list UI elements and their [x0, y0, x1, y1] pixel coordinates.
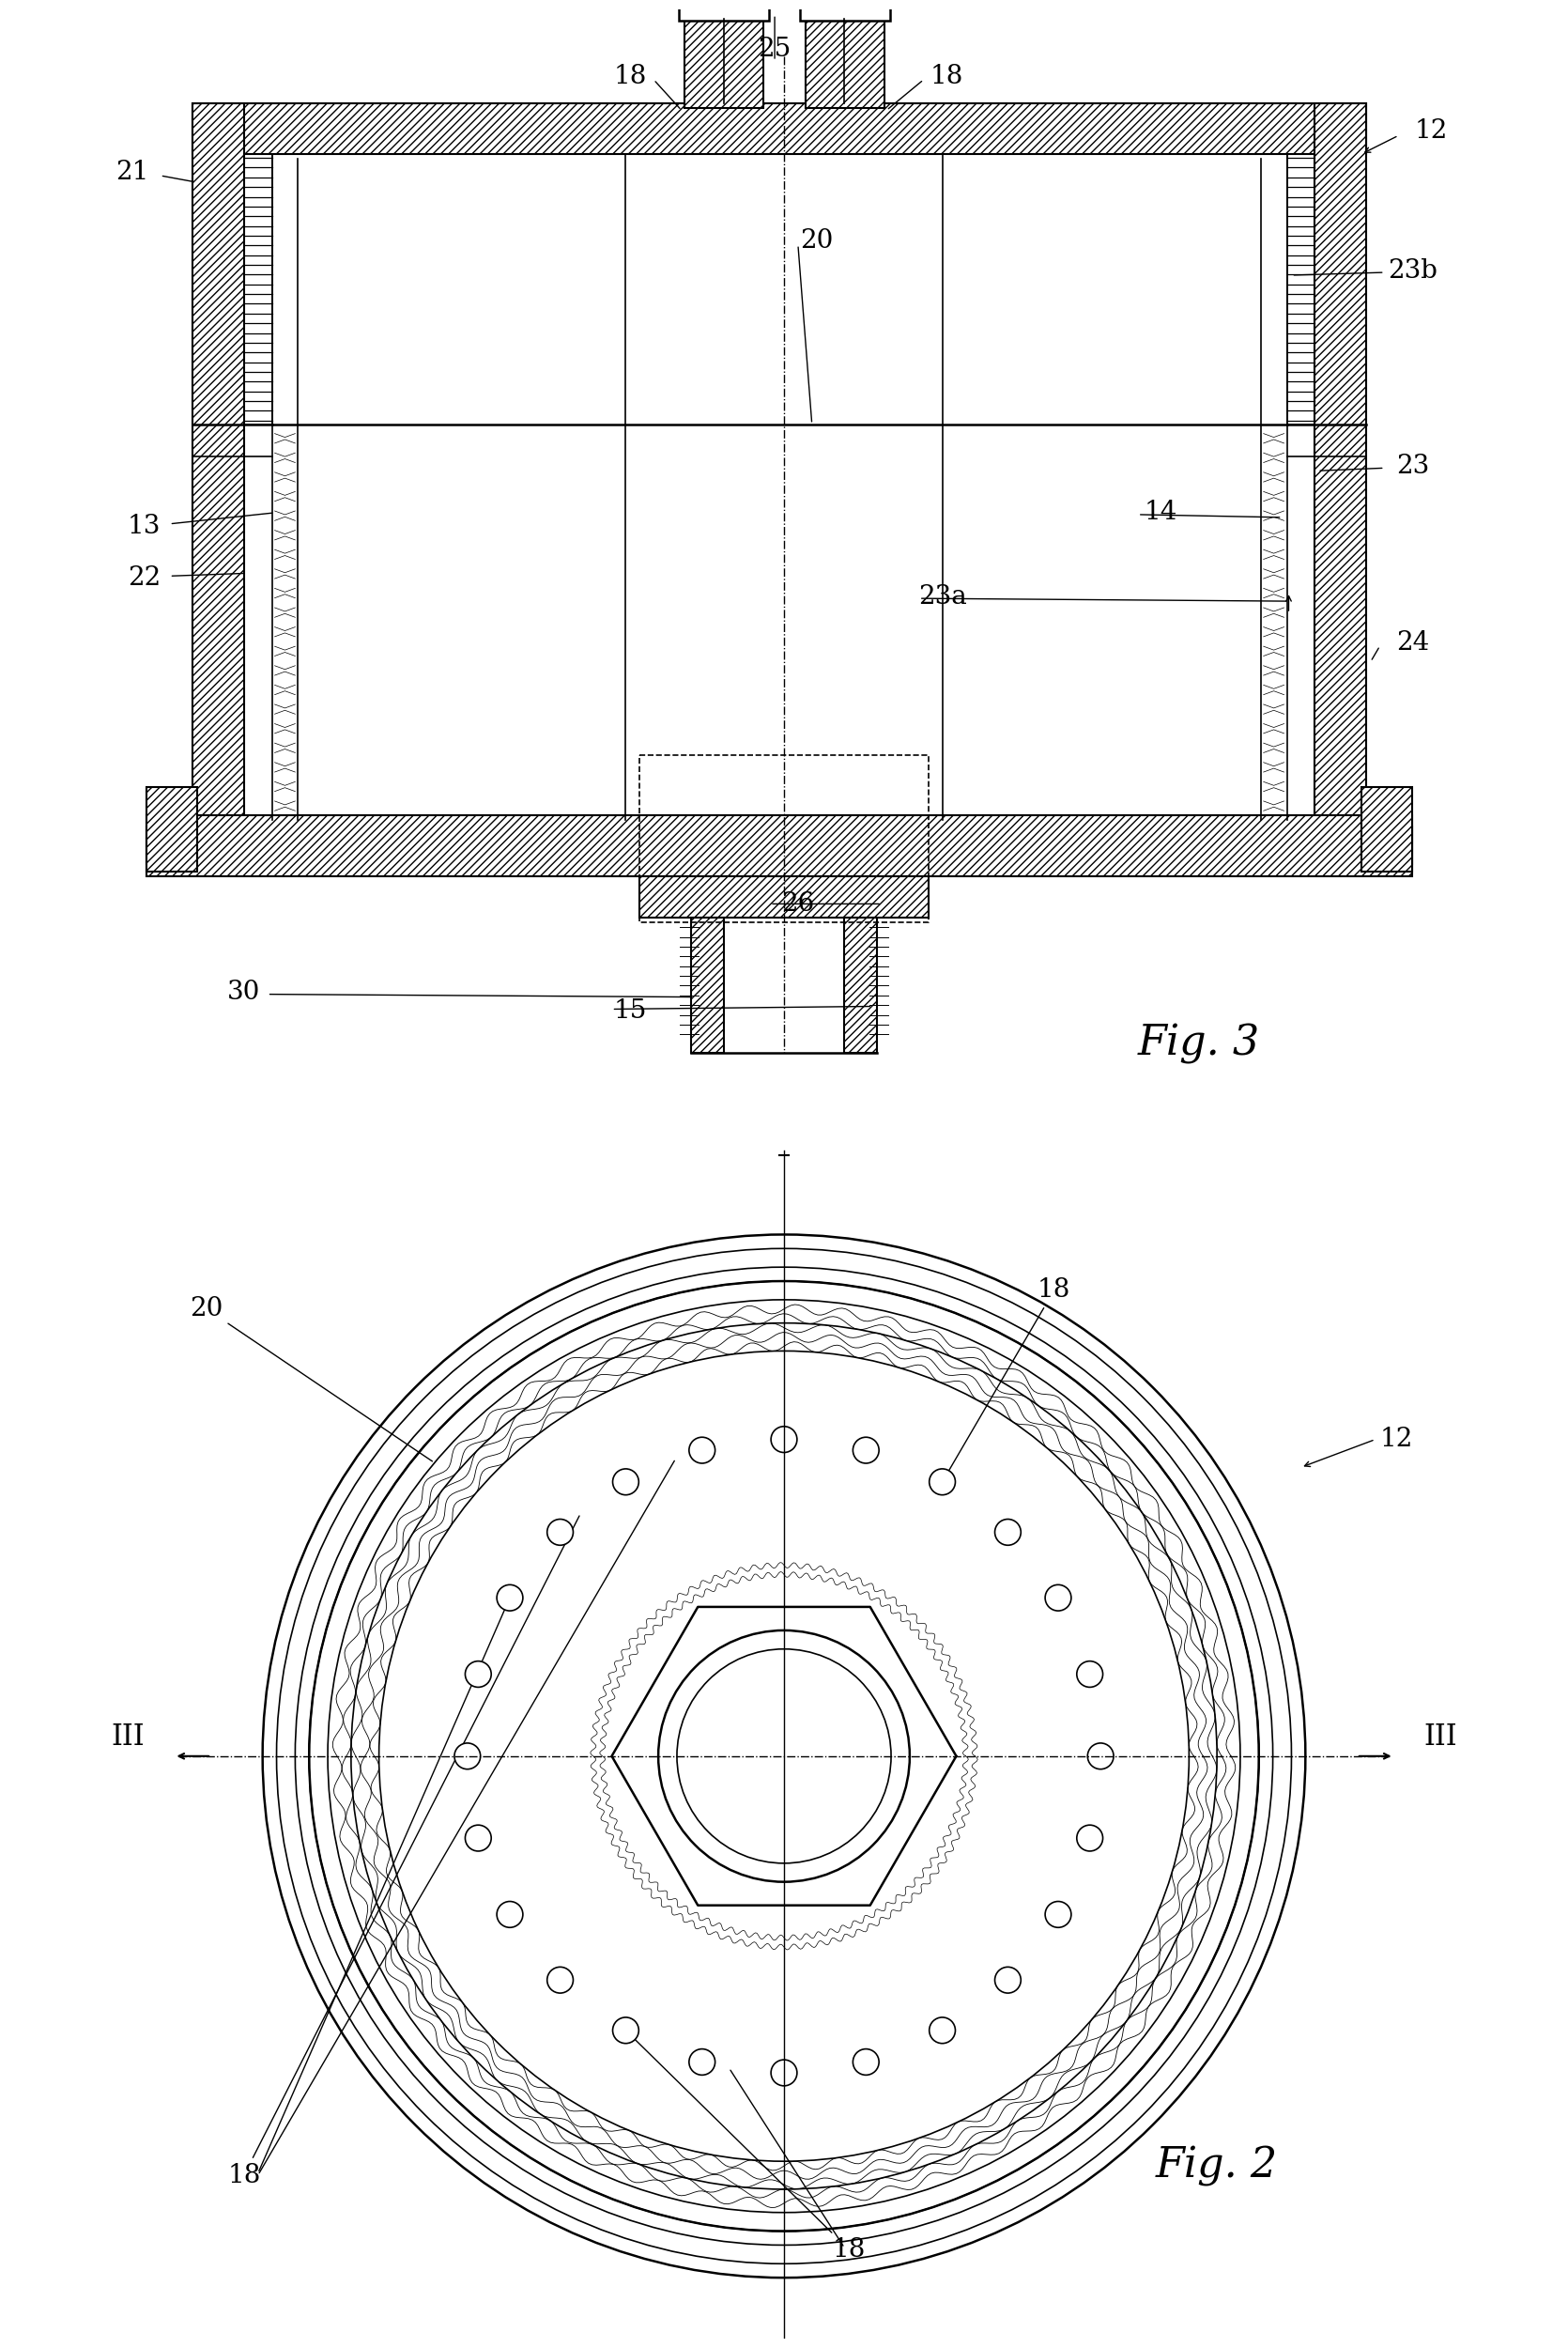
Circle shape [853, 2050, 880, 2076]
Circle shape [613, 1470, 638, 1496]
Bar [146, 826, 174, 864]
Circle shape [1077, 1824, 1102, 1850]
Text: 26: 26 [781, 892, 814, 916]
Circle shape [1077, 1660, 1102, 1688]
Circle shape [547, 1968, 574, 1993]
Text: 14: 14 [1145, 500, 1178, 526]
Bar [1361, 787, 1413, 871]
Text: Fig. 3: Fig. 3 [1137, 1024, 1259, 1064]
Bar [1385, 826, 1413, 864]
Text: 15: 15 [613, 998, 648, 1024]
Bar [640, 876, 928, 918]
Circle shape [688, 1437, 715, 1463]
Text: 18: 18 [613, 63, 648, 89]
Bar [845, 918, 877, 1052]
Circle shape [547, 1519, 574, 1545]
Circle shape [262, 1235, 1306, 2278]
Bar [684, 19, 764, 108]
Circle shape [1046, 1902, 1071, 1928]
Circle shape [466, 1660, 491, 1688]
Bar [146, 815, 1413, 876]
Text: 18: 18 [930, 63, 964, 89]
Circle shape [771, 1425, 797, 1453]
Circle shape [497, 1585, 522, 1611]
Circle shape [1046, 1585, 1071, 1611]
Text: Fig. 2: Fig. 2 [1156, 2146, 1278, 2186]
Circle shape [994, 1519, 1021, 1545]
Bar [806, 19, 884, 108]
Text: 20: 20 [190, 1296, 433, 1460]
Circle shape [994, 1968, 1021, 1993]
Text: 18: 18 [227, 1517, 579, 2188]
Bar [1287, 155, 1314, 425]
Text: 24: 24 [1396, 629, 1428, 655]
Circle shape [497, 1902, 522, 1928]
Text: 18: 18 [944, 1277, 1071, 1479]
Bar [691, 918, 723, 1052]
Circle shape [930, 1470, 955, 1496]
Text: 25: 25 [759, 35, 792, 61]
Bar [193, 103, 245, 819]
Circle shape [455, 1742, 480, 1768]
Text: 20: 20 [800, 228, 833, 254]
Text: 23b: 23b [1388, 258, 1438, 284]
Text: 23a: 23a [917, 585, 966, 608]
Circle shape [466, 1824, 491, 1850]
Circle shape [1088, 1742, 1113, 1768]
Text: 18: 18 [627, 2033, 866, 2263]
Text: 23: 23 [1396, 453, 1428, 479]
Circle shape [853, 1437, 880, 1463]
Bar [800, 2, 891, 21]
Bar [245, 155, 271, 425]
Text: III: III [1424, 1723, 1457, 1752]
Bar [146, 787, 198, 871]
Circle shape [771, 2059, 797, 2085]
Text: III: III [111, 1723, 144, 1752]
Bar [679, 2, 768, 21]
Text: 12: 12 [1380, 1428, 1413, 1451]
Circle shape [659, 1630, 909, 1881]
Text: 30: 30 [227, 979, 260, 1005]
Bar [193, 103, 1366, 155]
Text: 13: 13 [127, 514, 162, 540]
Circle shape [930, 2017, 955, 2043]
Text: 21: 21 [116, 160, 149, 185]
Circle shape [688, 2050, 715, 2076]
Text: 12: 12 [1414, 117, 1447, 143]
Bar [1314, 103, 1366, 819]
Circle shape [613, 2017, 638, 2043]
Text: 22: 22 [127, 566, 162, 592]
